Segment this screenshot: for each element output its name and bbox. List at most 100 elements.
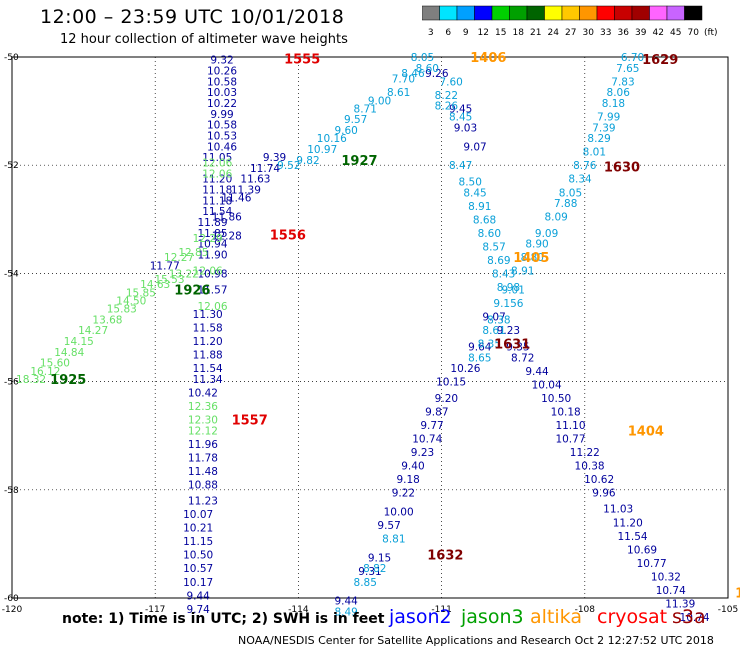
wave-height-value: 9.44	[186, 590, 210, 602]
page-title: 12:00 – 23:59 UTC 10/01/2018	[40, 6, 345, 28]
y-tick-label: -54	[4, 269, 19, 279]
wave-height-value: 10.42	[188, 387, 218, 399]
wave-height-value: 10.04	[532, 379, 562, 391]
wave-height-value: 11.77	[150, 260, 180, 272]
wave-height-value: 9.96	[592, 488, 616, 500]
wave-height-value: 14.27	[78, 325, 108, 337]
wave-height-value: 9.74	[186, 604, 210, 616]
wave-height-value: 12.28	[212, 231, 242, 243]
page-subtitle: 12 hour collection of altimeter wave hei…	[60, 32, 348, 47]
wave-height-value: 8.60	[416, 63, 439, 75]
legend-item-jason2: jason2	[389, 606, 452, 628]
legend-item-cryosat: cryosat	[597, 606, 668, 628]
wave-height-value: 9.09	[535, 228, 558, 240]
scale-label: 15	[495, 28, 506, 38]
wave-height-value: 10.32	[651, 571, 681, 583]
wave-height-value: 10.26	[207, 66, 237, 78]
wave-height-value: 7.99	[597, 112, 620, 124]
scale-label: 9	[463, 28, 469, 38]
x-tick-label: -117	[145, 605, 165, 615]
legend-item-s3a: s3a	[672, 606, 706, 628]
wave-height-value: 8.61	[482, 325, 505, 337]
pass-time-label: 1555	[284, 53, 320, 68]
wave-height-value: 8.01	[583, 147, 606, 159]
x-tick-label: -105	[718, 605, 738, 615]
scale-swatch	[684, 5, 703, 21]
wave-height-value: 11.48	[188, 466, 218, 478]
wave-height-value: 10.17	[183, 577, 213, 589]
wave-height-value: 9.07	[482, 312, 505, 324]
scale-label: 33	[600, 28, 611, 38]
wave-height-value: 9.52	[277, 160, 300, 172]
wave-height-value: 9.35	[506, 341, 529, 353]
pass-time-label: 1406	[470, 51, 506, 66]
wave-height-value: 10.00	[384, 506, 414, 518]
wave-height-value: 7.65	[616, 63, 639, 75]
x-tick-label: -114	[288, 605, 309, 615]
x-tick-label: -120	[2, 605, 23, 615]
wave-height-value: 10.18	[551, 406, 581, 418]
wave-height-value: 11.20	[202, 174, 232, 186]
wave-height-value: 11.88	[193, 350, 223, 362]
wave-height-value: 8.60	[478, 228, 501, 240]
wave-height-value: 6.70	[621, 52, 644, 64]
wave-height-value: 8.29	[587, 133, 610, 145]
wave-height-value: 8.43	[492, 268, 515, 280]
wave-height-value: 8.05	[559, 187, 582, 199]
pass-time-label: 140	[735, 587, 740, 602]
wave-height-value: 9.57	[377, 520, 400, 532]
wave-height-value: 10.58	[207, 120, 237, 132]
wave-height-value: 9.26	[425, 68, 449, 80]
wave-height-value: 10.69	[627, 544, 657, 556]
scale-label: 3	[428, 28, 434, 38]
wave-height-value: 9.03	[454, 122, 477, 134]
y-tick-label: -52	[4, 161, 19, 171]
wave-height-value: 10.21	[183, 523, 213, 535]
wave-height-value: 9.57	[344, 114, 367, 126]
wave-height-value: 12.85	[178, 247, 208, 259]
wave-height-value: 11.18	[202, 195, 232, 207]
wave-height-value: 10.77	[637, 558, 667, 570]
wave-height-value: 8.05	[411, 52, 434, 64]
wave-height-value: 11.20	[613, 517, 643, 529]
wave-height-value: 9.156	[493, 298, 523, 310]
wave-height-value: 10.46	[207, 141, 237, 153]
wave-height-value: 10.03	[207, 87, 237, 99]
wave-height-value: 8.68	[473, 214, 496, 226]
legend-item-altika: altika	[530, 606, 582, 628]
wave-height-value: 13.22	[169, 268, 199, 280]
wave-height-value: 8.47	[449, 160, 472, 172]
footer-credit: NOAA/NESDIS Center for Satellite Applica…	[238, 634, 714, 647]
wave-height-value: 8.46	[401, 68, 425, 80]
wave-height-value: 7.88	[554, 198, 577, 210]
wave-height-value: 9.87	[425, 406, 448, 418]
wave-height-value: 11.18	[202, 185, 232, 197]
wave-height-value: 15.85	[126, 287, 156, 299]
wave-height-value: 14.50	[116, 295, 146, 307]
pass-time-label: 1404	[628, 424, 664, 439]
x-tick-label: -108	[575, 605, 596, 615]
wave-height-value: 10.15	[436, 377, 466, 389]
wave-height-value: 18.32	[16, 374, 46, 386]
scale-label: 42	[653, 28, 664, 38]
pass-time-label: 1629	[642, 53, 678, 68]
pass-time-label: 1631	[494, 338, 530, 353]
wave-height-value: 11.22	[570, 447, 600, 459]
wave-height-value: 9.82	[296, 155, 319, 167]
scale-label: 12	[478, 28, 489, 38]
wave-height-value: 11.85	[197, 228, 227, 240]
wave-height-value: 9.22	[392, 488, 415, 500]
wave-height-value: 11.39	[231, 185, 261, 197]
wave-height-value: 8.91	[511, 266, 534, 278]
wave-height-value: 10.77	[555, 433, 585, 445]
wave-height-value: 8.91	[468, 201, 491, 213]
wave-height-value: 9.44	[525, 366, 549, 378]
wave-height-value: 11.78	[188, 452, 218, 464]
wave-height-value: 11.74	[250, 163, 280, 175]
wave-height-value: 10.50	[541, 393, 571, 405]
wave-height-value: 10.88	[188, 479, 218, 491]
wave-height-value: 9.60	[334, 125, 357, 137]
color-scale-legend: 3 6 9 12 15 18 21 24 27 30 33 36 39 42 45 70 (ft)	[422, 5, 718, 38]
wave-height-value: 8.65	[468, 352, 491, 364]
wave-height-value: 12.06	[202, 157, 232, 169]
